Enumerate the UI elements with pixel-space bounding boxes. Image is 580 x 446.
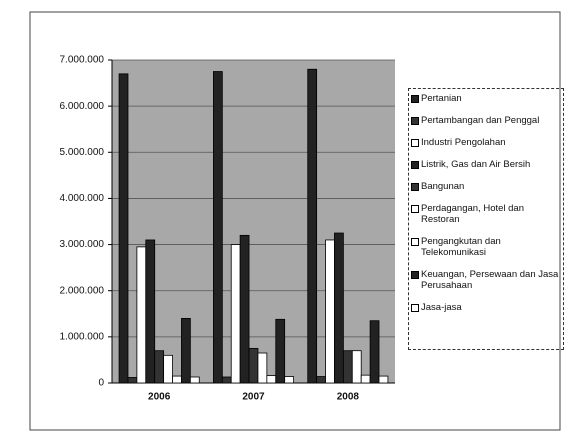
legend-label: Listrik, Gas dan Air Bersih bbox=[421, 159, 531, 170]
legend-label: Pertanian bbox=[421, 93, 462, 104]
y-tick-label: 7.000.000 bbox=[60, 55, 105, 66]
bar bbox=[284, 376, 294, 384]
legend-swatch bbox=[411, 183, 419, 191]
bar bbox=[221, 376, 232, 384]
legend-swatch bbox=[411, 95, 419, 103]
bar bbox=[275, 318, 286, 384]
legend-swatch bbox=[411, 161, 419, 169]
bar bbox=[266, 375, 277, 384]
legend-swatch bbox=[411, 238, 419, 246]
legend-swatch bbox=[411, 304, 419, 312]
legend-item: Keuangan, Persewaan dan Jasa Perusahaan bbox=[411, 269, 561, 291]
frame bbox=[29, 11, 561, 431]
legend: Pertanian Pertambangan dan Penggal Industr… bbox=[408, 88, 564, 350]
y-tick-label: 5.000.000 bbox=[60, 147, 105, 158]
legend-label: Keuangan, Persewaan dan Jasa Perusahaan bbox=[421, 269, 559, 291]
legend-label: Jasa-jasa bbox=[421, 302, 462, 313]
y-tick-label: 3.000.000 bbox=[60, 239, 105, 250]
legend-item: Jasa-jasa bbox=[411, 302, 561, 313]
legend-swatch bbox=[411, 271, 419, 279]
legend-label: Bangunan bbox=[421, 181, 465, 192]
y-tick-label: 0 bbox=[98, 378, 104, 389]
plot-area bbox=[112, 60, 395, 383]
bar bbox=[307, 68, 318, 384]
bar bbox=[239, 234, 250, 384]
bar bbox=[230, 244, 241, 384]
bar bbox=[257, 352, 268, 384]
bar bbox=[172, 375, 182, 384]
bar bbox=[369, 320, 380, 384]
legend-label: Industri Pengolahan bbox=[421, 137, 506, 148]
legend-swatch bbox=[411, 139, 419, 147]
legend-item: Pertambangan dan Penggal bbox=[411, 115, 561, 126]
legend-swatch bbox=[411, 117, 419, 125]
bar bbox=[127, 377, 138, 384]
bar bbox=[154, 350, 165, 384]
bar bbox=[378, 375, 389, 384]
bar bbox=[351, 350, 362, 384]
bar bbox=[189, 376, 200, 384]
legend-item: Perdagangan, Hotel dan Restoran bbox=[411, 203, 561, 225]
bar bbox=[118, 73, 129, 384]
bar bbox=[181, 317, 191, 384]
bar bbox=[360, 374, 371, 384]
legend-item: Pertanian bbox=[411, 93, 561, 104]
legend-item: Pengangkutan dan Telekomunikasi bbox=[411, 236, 561, 258]
bar bbox=[342, 350, 353, 384]
y-tick-label: 6.000.000 bbox=[60, 101, 105, 112]
bar bbox=[248, 347, 259, 384]
legend-item: Bangunan bbox=[411, 181, 561, 192]
legend-label: Pertambangan dan Penggal bbox=[421, 115, 540, 126]
bar bbox=[316, 376, 326, 384]
x-tick-label: 2008 bbox=[337, 392, 360, 403]
bar bbox=[334, 232, 344, 384]
y-tick-label: 4.000.000 bbox=[60, 193, 105, 204]
bar bbox=[145, 239, 156, 384]
legend-label: Perdagangan, Hotel dan Restoran bbox=[421, 203, 524, 225]
x-tick-label: 2007 bbox=[242, 392, 265, 403]
legend-item: Industri Pengolahan bbox=[411, 137, 561, 148]
bar bbox=[163, 354, 173, 384]
bar bbox=[213, 71, 223, 384]
bar bbox=[136, 246, 147, 384]
y-tick-label: 2.000.000 bbox=[60, 285, 105, 296]
bar bbox=[325, 239, 335, 384]
legend-swatch bbox=[411, 205, 419, 213]
legend-label: Pengangkutan dan Telekomunikasi bbox=[421, 236, 501, 258]
x-tick-label: 2006 bbox=[148, 392, 171, 403]
y-tick-label: 1.000.000 bbox=[60, 331, 105, 342]
legend-item: Listrik, Gas dan Air Bersih bbox=[411, 159, 561, 170]
